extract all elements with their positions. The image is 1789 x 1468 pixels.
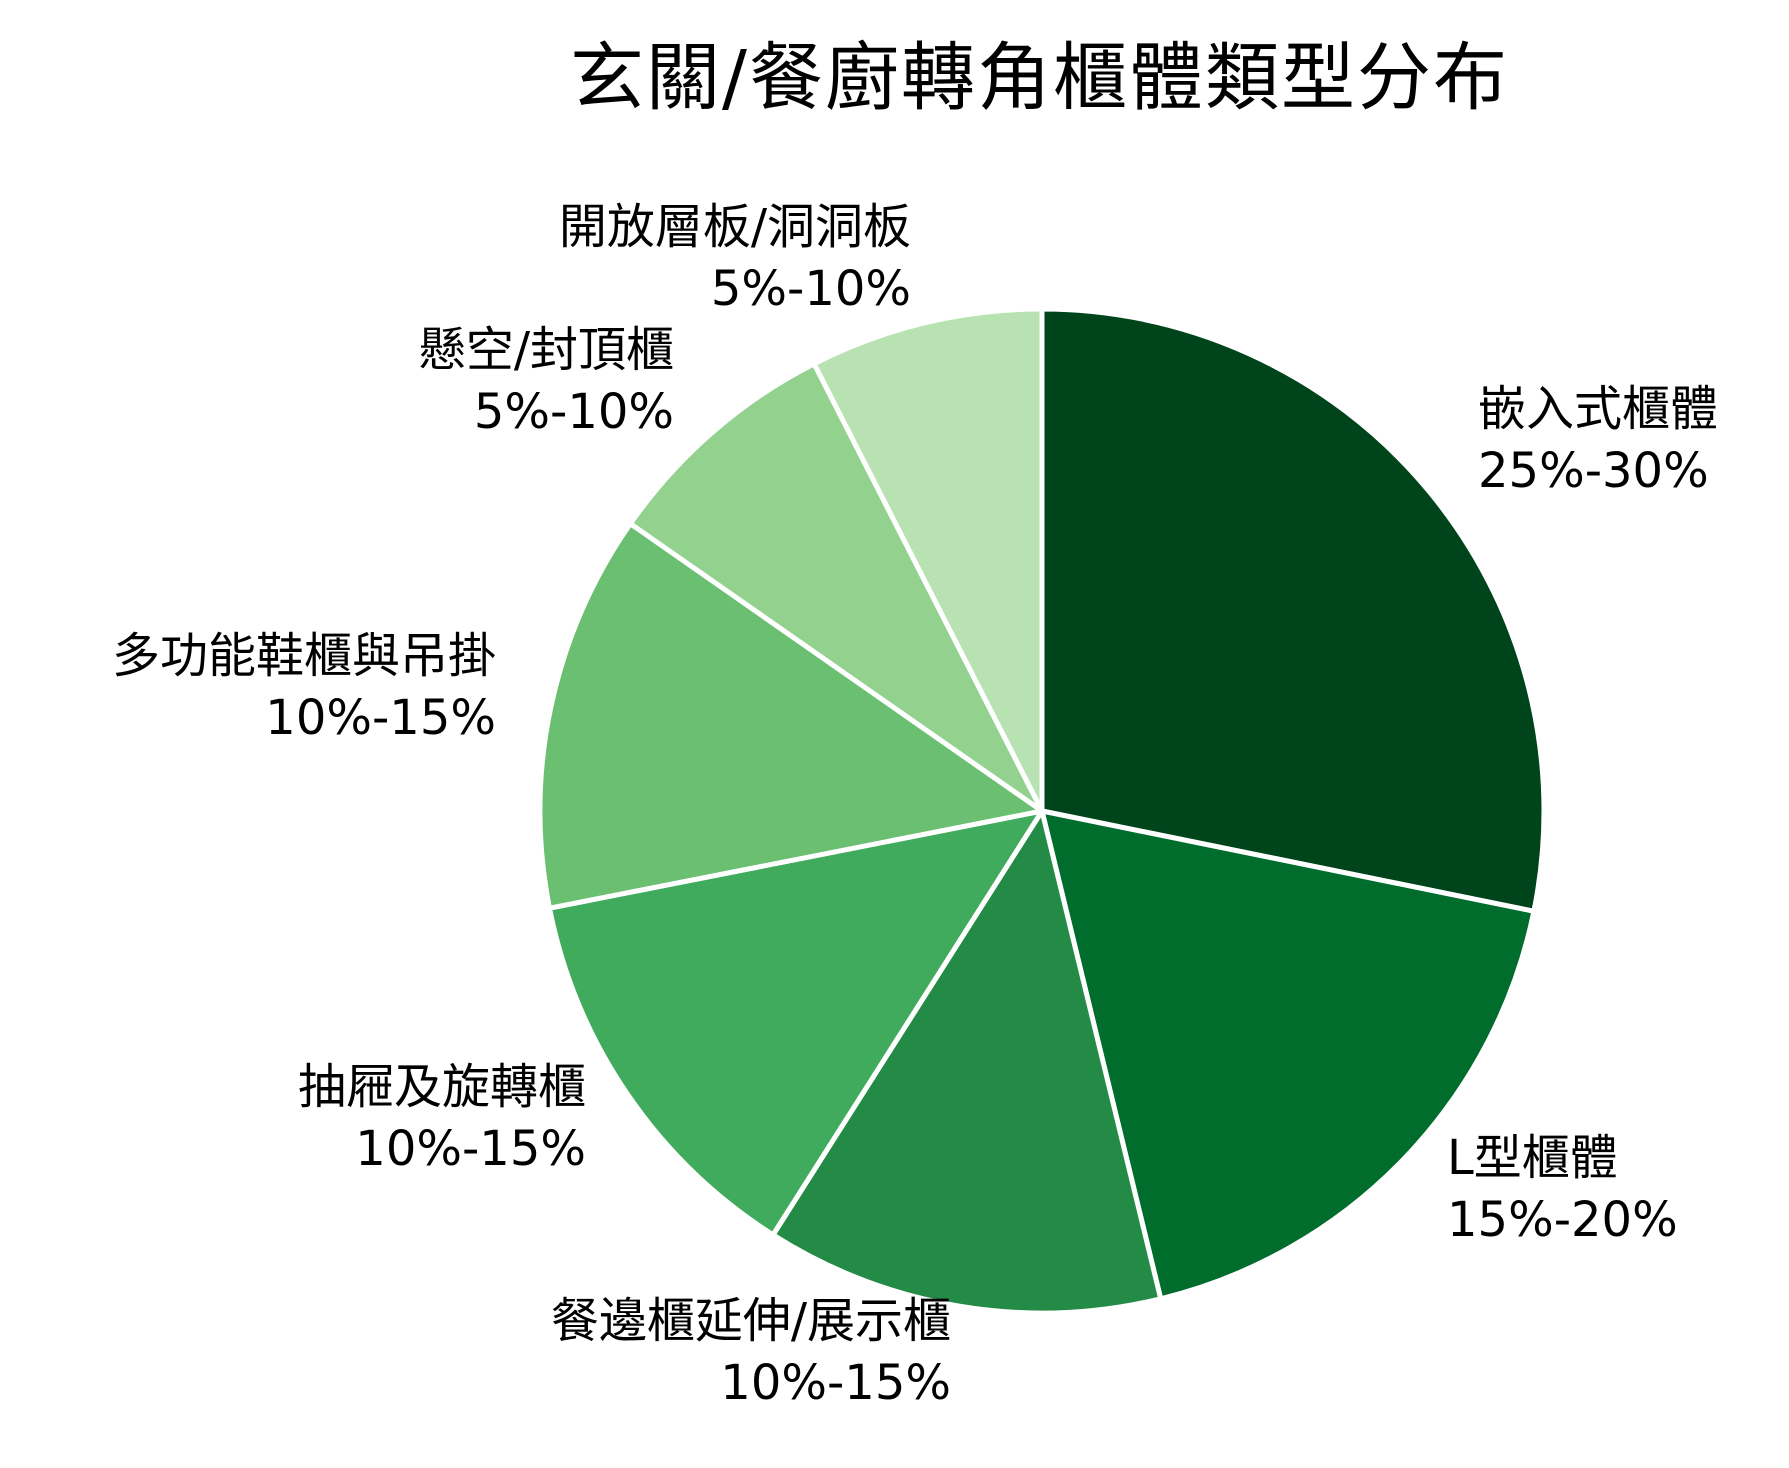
slice-label-range: 5%-10% [710, 261, 911, 317]
slice-label-open-shelf: 開放層板/洞洞板 5%-10% [559, 196, 911, 320]
pie-slice [811, 306, 1045, 814]
slice-label-suspended: 懸空/封頂櫃 5%-10% [418, 319, 674, 443]
slice-label-name: 嵌入式櫃體 [1478, 381, 1719, 437]
slice-label-range: 5%-10% [473, 384, 674, 440]
pie-slice [1039, 306, 1547, 914]
pie-slice [627, 361, 1045, 814]
slice-label-sideboard: 餐邊櫃延伸/展示櫃 10%-15% [551, 1290, 951, 1414]
slice-label-built-in: 嵌入式櫃體 25%-30% [1478, 378, 1718, 502]
slice-label-name: 餐邊櫃延伸/展示櫃 [550, 1293, 951, 1349]
slice-label-name: 懸空/封頂櫃 [417, 322, 674, 378]
slice-label-shoe-cabinet: 多功能鞋櫃與吊掛 10%-15% [112, 625, 496, 749]
slice-label-range: 10%-15% [720, 1355, 951, 1411]
slice-label-name: 抽屜及旋轉櫃 [297, 1059, 586, 1115]
pie-slice [546, 808, 1045, 1238]
slice-label-name: L型櫃體 [1447, 1130, 1618, 1186]
slice-label-range: 10%-15% [265, 690, 496, 746]
pie-slice [770, 808, 1164, 1316]
slice-label-drawer: 抽屜及旋轉櫃 10%-15% [298, 1056, 586, 1180]
slice-label-l-shape: L型櫃體 15%-20% [1447, 1127, 1678, 1251]
slice-label-name: 多功能鞋櫃與吊掛 [111, 628, 496, 684]
chart-title: 玄關/餐廚轉角櫃體類型分布 [570, 35, 1509, 121]
slice-label-name: 開放層板/洞洞板 [558, 199, 911, 255]
slice-label-range: 10%-15% [355, 1121, 586, 1177]
slice-label-range: 25%-30% [1478, 443, 1709, 499]
slice-label-range: 15%-20% [1447, 1192, 1678, 1248]
pie-slice [537, 521, 1045, 911]
pie-slice [1039, 808, 1537, 1302]
